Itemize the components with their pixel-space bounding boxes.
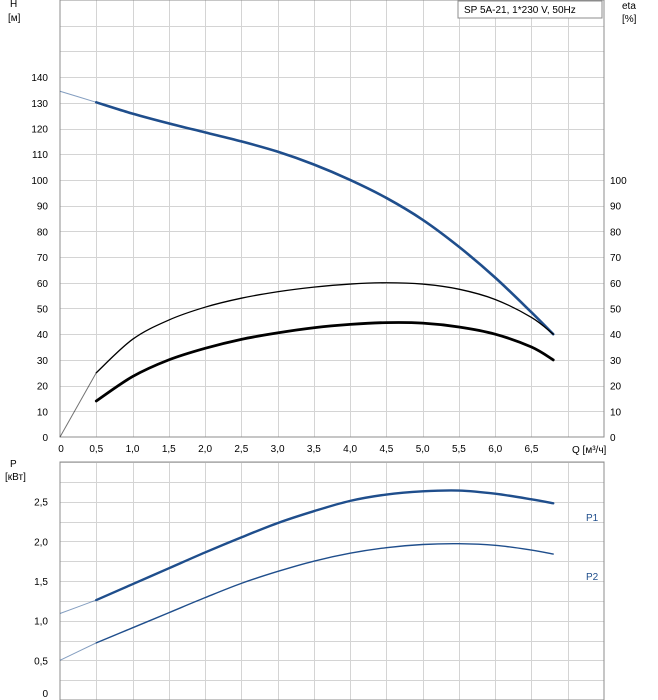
x-tick-label: 1,0	[126, 444, 140, 455]
series-label-p1: P1	[586, 513, 599, 524]
power-tick-label: 1,0	[34, 617, 48, 628]
power-tick-label: 2,5	[34, 498, 48, 509]
y-left-label-symbol: H	[10, 0, 17, 10]
y-left-tick-label: 30	[37, 356, 49, 367]
y-right-tick-label: 10	[610, 407, 622, 418]
y-right-tick-label: 60	[610, 279, 622, 290]
x-tick-label: 3,5	[307, 444, 321, 455]
chart-title: SP 5A-21, 1*230 V, 50Hz	[464, 5, 576, 16]
x-tick-label: 6,5	[525, 444, 539, 455]
y-right-tick-label: 30	[610, 356, 622, 367]
y-right-tick-label: 0	[610, 433, 616, 444]
power-p1-curve-extension	[59, 599, 97, 614]
y-left-tick-label: 130	[31, 99, 48, 110]
y-left-tick-label: 60	[37, 279, 49, 290]
power-tick-label: 1,5	[34, 577, 48, 588]
x-tick-label: 2,5	[234, 444, 248, 455]
x-tick-label: 3,0	[271, 444, 285, 455]
y-left-tick-labels: 0 10 20 30 40 50 60 70 80 90 100 110 120 130 140	[31, 73, 48, 444]
bottom-chart-series	[59, 489, 555, 661]
y-left-tick-label: 70	[37, 253, 49, 264]
y-left-tick-label: 80	[37, 227, 49, 238]
y-right-tick-label: 100	[610, 176, 627, 187]
y-left-tick-label: 50	[37, 304, 49, 315]
power-tick-label: 0,5	[34, 656, 48, 667]
y-left-tick-label: 0	[42, 433, 48, 444]
efficiency-curve-extension	[59, 372, 97, 438]
power-tick-label: 2,0	[34, 537, 48, 548]
bottom-chart-frame	[59, 461, 605, 700]
x-tick-label: 6,0	[488, 444, 502, 455]
power-label-symbol: P	[10, 459, 17, 470]
y-right-tick-label: 50	[610, 304, 622, 315]
power-p2-curve-extension	[59, 642, 97, 661]
title-box	[457, 0, 603, 19]
top-chart-series	[59, 90, 555, 438]
x-tick-label: 2,0	[198, 444, 212, 455]
y-right-tick-labels: 0 10 20 30 40 50 60 70 80 90 100	[610, 176, 627, 444]
total-efficiency-curve	[94, 321, 555, 403]
efficiency-curve	[95, 282, 554, 374]
x-tick-label: 0	[58, 444, 64, 455]
y-left-tick-label: 140	[31, 73, 48, 84]
x-tick-label: 1,5	[162, 444, 176, 455]
y-left-label-unit: [м]	[8, 13, 21, 24]
y-left-tick-label: 20	[37, 382, 49, 393]
y-right-tick-label: 70	[610, 253, 622, 264]
y-left-tick-label: 90	[37, 202, 49, 213]
series-label-p2: P2	[586, 572, 599, 583]
x-tick-label: 0,5	[89, 444, 103, 455]
y-left-tick-label: 40	[37, 330, 49, 341]
power-tick-labels: 0 0,5 1,0 1,5 2,0 2,5	[34, 498, 48, 700]
x-tick-label: 5,0	[416, 444, 430, 455]
head-curve	[94, 101, 555, 336]
y-right-tick-label: 90	[610, 202, 622, 213]
bottom-chart-grid	[60, 462, 604, 700]
y-left-tick-label: 120	[31, 125, 48, 136]
y-right-tick-label: 80	[610, 227, 622, 238]
power-p1-curve	[95, 489, 555, 602]
y-left-tick-label: 110	[32, 150, 48, 161]
top-chart-grid	[60, 0, 604, 437]
power-tick-label: 0	[42, 689, 48, 700]
y-right-tick-label: 40	[610, 330, 622, 341]
power-label-unit: [кВт]	[5, 472, 26, 483]
y-left-tick-label: 10	[37, 407, 49, 418]
x-tick-labels: 0 0,5 1,0 1,5 2,0 2,5 3,0 3,5 4,0 4,5 5,0 5,5 6,0 6,5	[58, 444, 539, 455]
top-chart-frame	[59, 0, 605, 438]
y-right-tick-label: 20	[610, 382, 622, 393]
y-right-label-symbol: eta	[622, 1, 636, 12]
head-curve-extension	[59, 90, 97, 103]
x-tick-label: 4,0	[343, 444, 357, 455]
x-tick-label: 5,5	[452, 444, 466, 455]
y-right-label-unit: [%]	[622, 14, 637, 25]
x-tick-label: 4,5	[379, 444, 393, 455]
y-left-tick-label: 100	[31, 176, 48, 187]
power-p2-curve	[95, 542, 554, 644]
x-axis-label: Q [м³/ч]	[572, 445, 607, 456]
